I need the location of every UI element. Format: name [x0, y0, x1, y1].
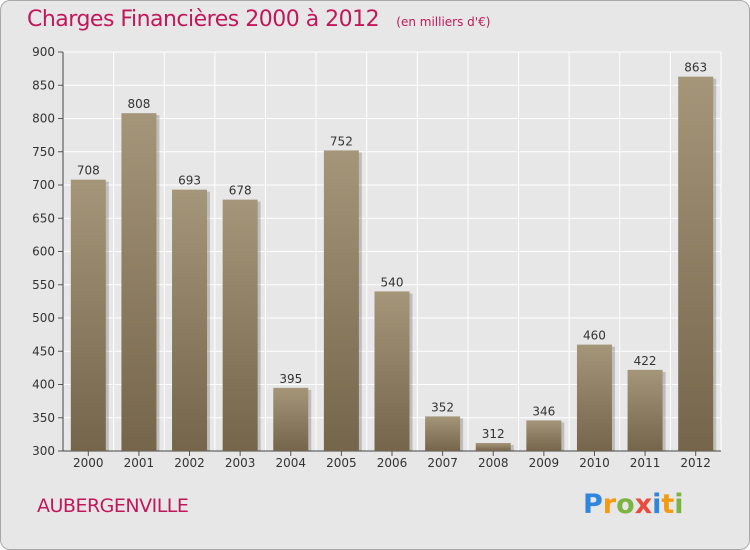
bar-2010 — [576, 344, 612, 451]
x-tick-label: 2009 — [529, 456, 560, 470]
y-tick-label: 400 — [32, 378, 55, 392]
y-tick-label: 500 — [32, 311, 55, 325]
x-tick-label: 2004 — [275, 456, 306, 470]
y-tick-label: 700 — [32, 178, 55, 192]
data-label: 422 — [634, 354, 657, 368]
bar-2003 — [222, 199, 258, 451]
data-label: 346 — [532, 404, 555, 418]
bar-2012 — [678, 76, 714, 451]
y-tick-label: 750 — [32, 145, 55, 159]
bar-2004 — [273, 387, 309, 451]
data-label: 312 — [482, 427, 505, 441]
data-label: 540 — [381, 275, 404, 289]
bar-2006 — [374, 291, 410, 451]
city-name: AUBERGENVILLE — [37, 495, 189, 517]
x-tick-label: 2010 — [579, 456, 610, 470]
data-label: 808 — [127, 97, 150, 111]
bar-2005 — [323, 150, 359, 452]
bar-2009 — [526, 420, 562, 451]
y-tick-label: 650 — [32, 211, 55, 225]
x-tick-label: 2012 — [680, 456, 711, 470]
data-label: 863 — [684, 61, 707, 75]
data-label: 460 — [583, 329, 606, 343]
y-tick-label: 600 — [32, 245, 55, 259]
data-label: 693 — [178, 174, 201, 188]
x-tick-label: 2008 — [478, 456, 509, 470]
bar-2008 — [475, 443, 511, 451]
chart-header: Charges Financières 2000 à 2012 (en mill… — [27, 7, 490, 32]
chart-subtitle: (en milliers d'€) — [396, 15, 491, 29]
data-label: 352 — [431, 400, 454, 414]
x-tick-label: 2011 — [630, 456, 661, 470]
bar-2007 — [425, 416, 461, 451]
x-tick-label: 2003 — [225, 456, 256, 470]
x-tick-label: 2007 — [427, 456, 458, 470]
data-label: 708 — [77, 164, 100, 178]
y-tick-label: 800 — [32, 112, 55, 126]
bar-2011 — [627, 369, 663, 451]
bar-2000 — [70, 179, 106, 451]
y-tick-label: 450 — [32, 344, 55, 358]
data-label: 678 — [229, 184, 252, 198]
y-tick-label: 300 — [32, 444, 55, 458]
x-tick-label: 2001 — [124, 456, 155, 470]
y-tick-label: 550 — [32, 278, 55, 292]
y-tick-label: 900 — [32, 45, 55, 59]
bar-2001 — [121, 113, 157, 452]
x-tick-label: 2000 — [73, 456, 104, 470]
x-tick-label: 2006 — [377, 456, 408, 470]
x-tick-label: 2002 — [174, 456, 205, 470]
y-tick-label: 850 — [32, 78, 55, 92]
bar-2002 — [172, 189, 208, 451]
x-tick-label: 2005 — [326, 456, 357, 470]
proxiti-logo: Proxiti — [583, 489, 684, 520]
data-label: 395 — [279, 372, 302, 386]
data-label: 752 — [330, 134, 353, 148]
chart-title: Charges Financières 2000 à 2012 — [27, 7, 380, 32]
y-tick-label: 350 — [32, 411, 55, 425]
